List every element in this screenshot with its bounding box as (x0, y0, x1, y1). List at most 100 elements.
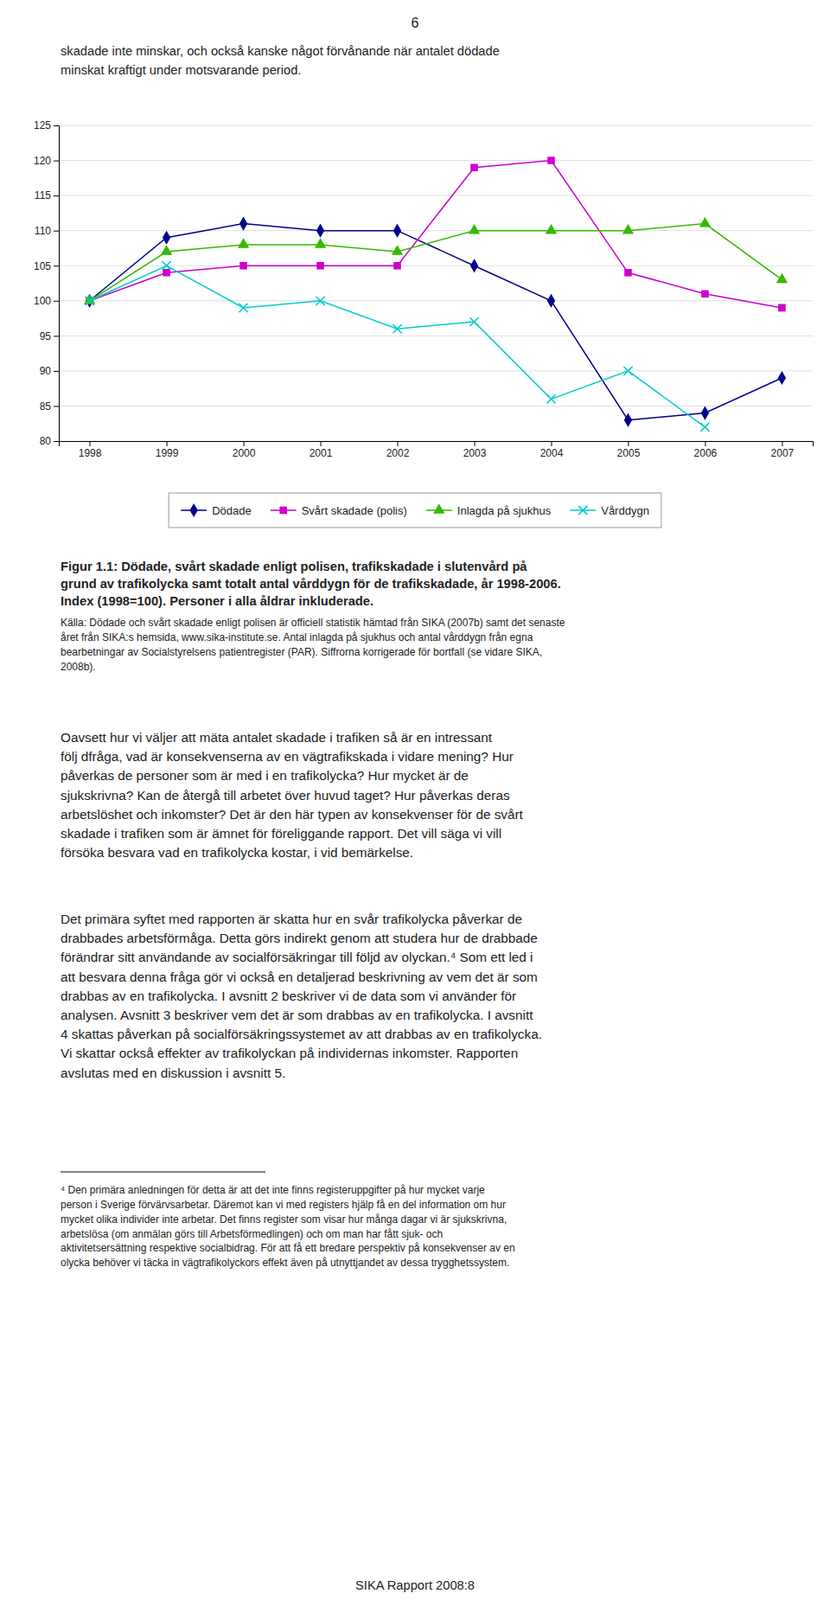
y-tick: 120 (33, 154, 59, 167)
data-point (700, 217, 710, 226)
paragraph-line: Det primära syftet med rapporten är skat… (60, 911, 523, 926)
x-tick-mark (166, 440, 168, 447)
data-point (778, 304, 786, 311)
y-tick-mark (53, 160, 59, 162)
legend-item: Dödade (180, 504, 252, 518)
y-tick-label: 110 (34, 224, 52, 237)
x-tick-label: 2007 (771, 446, 795, 460)
legend-label: Dödade (211, 504, 252, 518)
legend-label: Svårt skadade (polis) (301, 504, 408, 518)
x-tick-mark (89, 440, 91, 447)
y-tick-label: 90 (39, 364, 52, 377)
y-tick-mark (53, 335, 59, 337)
x-tick: 2004 (540, 440, 564, 460)
grid-line (58, 405, 813, 407)
x-tick: 2000 (232, 440, 256, 460)
x-axis-line (59, 441, 814, 447)
legend-item: Svårt skadade (polis) (270, 504, 408, 518)
data-point (394, 224, 402, 237)
chart: 1998 1999 2000 2001 2002 2003 2004 2005 2006 2007… (33, 119, 814, 459)
x-tick: 2003 (463, 440, 487, 460)
y-axis: 80859095100105110115120125 (33, 119, 60, 447)
series-line (89, 223, 783, 301)
data-point (702, 290, 709, 297)
legend-marker (578, 505, 588, 515)
y-tick-mark (53, 405, 59, 407)
y-tick-label: 95 (39, 330, 52, 343)
paragraph-line: försöka besvara vad en trafikolycka kost… (60, 844, 414, 860)
data-point (240, 217, 248, 230)
paragraph-line: drabbas av en trafikolycka. I avsnitt 2 … (60, 988, 517, 1003)
legend-marker (280, 506, 287, 513)
x-tick: 2005 (617, 440, 641, 460)
source-line: 2008b). (60, 660, 96, 673)
source-line: Källa: Dödade och svårt skadade enligt p… (60, 616, 566, 629)
y-tick-label: 100 (33, 294, 52, 307)
paragraph-line: 4 skattas påverkan på socialförsäkringss… (60, 1026, 543, 1041)
x-tick-label: 2001 (309, 446, 333, 460)
paragraph-line: förändrar sitt användande av socialförsä… (60, 949, 533, 965)
x-tick-label: 2003 (463, 446, 487, 460)
series-line (89, 223, 783, 421)
x-tick: 2006 (694, 440, 718, 460)
data-point (84, 296, 94, 306)
paragraph-line: följ dfråga, vad är konsekvenserna av en… (60, 748, 514, 764)
y-tick-label: 80 (39, 434, 52, 447)
footnote-separator (60, 1171, 266, 1173)
y-tick-label: 85 (39, 400, 52, 413)
y-tick-mark (53, 370, 59, 372)
legend-marker (190, 504, 198, 516)
data-point (163, 269, 170, 276)
footnote-line: mycket olika individer inte arbetar. Det… (60, 1213, 507, 1226)
y-tick-mark (53, 125, 59, 127)
x-tick: 2007 (771, 440, 795, 460)
source-line: året från SIKA:s hemsida, www.sika-insti… (60, 631, 534, 644)
data-point (163, 231, 171, 243)
series-line (89, 160, 783, 308)
legend-label: Vårddygn (600, 504, 650, 518)
paragraph-line: Oavsett hur vi väljer att mäta antalet s… (60, 729, 493, 745)
x-tick-label: 1999 (155, 446, 179, 460)
legend-box (168, 492, 662, 528)
caption-line: Index (1998=100). Personer i alla åldrar… (60, 593, 374, 608)
data-point (394, 262, 401, 269)
paragraph-line: Vi skattar också effekter av trafikolyck… (60, 1045, 518, 1060)
x-tick: 2002 (386, 440, 410, 460)
y-tick: 95 (39, 330, 59, 343)
plot-area (84, 157, 787, 432)
grid-line (58, 195, 813, 197)
x-tick: 2001 (309, 440, 333, 460)
y-tick-mark (53, 230, 59, 232)
x-tick-label: 2000 (232, 446, 256, 460)
x-tick-mark (397, 440, 399, 447)
data-point (548, 157, 555, 164)
x-tick-mark (627, 440, 629, 447)
data-point (317, 262, 324, 269)
x-tick-label: 2006 (694, 446, 718, 460)
data-point (548, 294, 556, 307)
footnote-line: olycka behöver vi täcka in vägtrafikolyc… (60, 1256, 510, 1269)
paragraph-line: sjukskrivna? Kan de återgå till arbetet … (60, 787, 511, 803)
footnote-line: arbetslösa (om anmälan görs till Arbetsf… (60, 1227, 443, 1240)
data-point (777, 274, 787, 282)
data-point (161, 261, 171, 270)
y-tick: 125 (33, 119, 59, 132)
x-tick-label: 2002 (386, 446, 410, 460)
data-point (471, 260, 479, 272)
paragraph-line: att besvara denna fråga gör vi också en … (60, 969, 538, 984)
grid-line (58, 125, 813, 127)
y-tick-mark (53, 195, 59, 197)
data-point (625, 269, 632, 276)
y-tick: 85 (39, 400, 59, 413)
x-tick: 1998 (78, 440, 103, 460)
x-tick: 1999 (155, 440, 179, 460)
caption-line: grund av trafikolycka samt totalt antal … (60, 576, 562, 591)
x-tick-mark (243, 440, 245, 447)
grid-line (58, 335, 813, 337)
y-tick-mark (53, 440, 59, 442)
grid-line (58, 300, 813, 301)
y-tick-mark (53, 265, 59, 267)
x-tick-mark (473, 440, 475, 447)
data-point (469, 317, 479, 326)
series-line (89, 265, 706, 428)
